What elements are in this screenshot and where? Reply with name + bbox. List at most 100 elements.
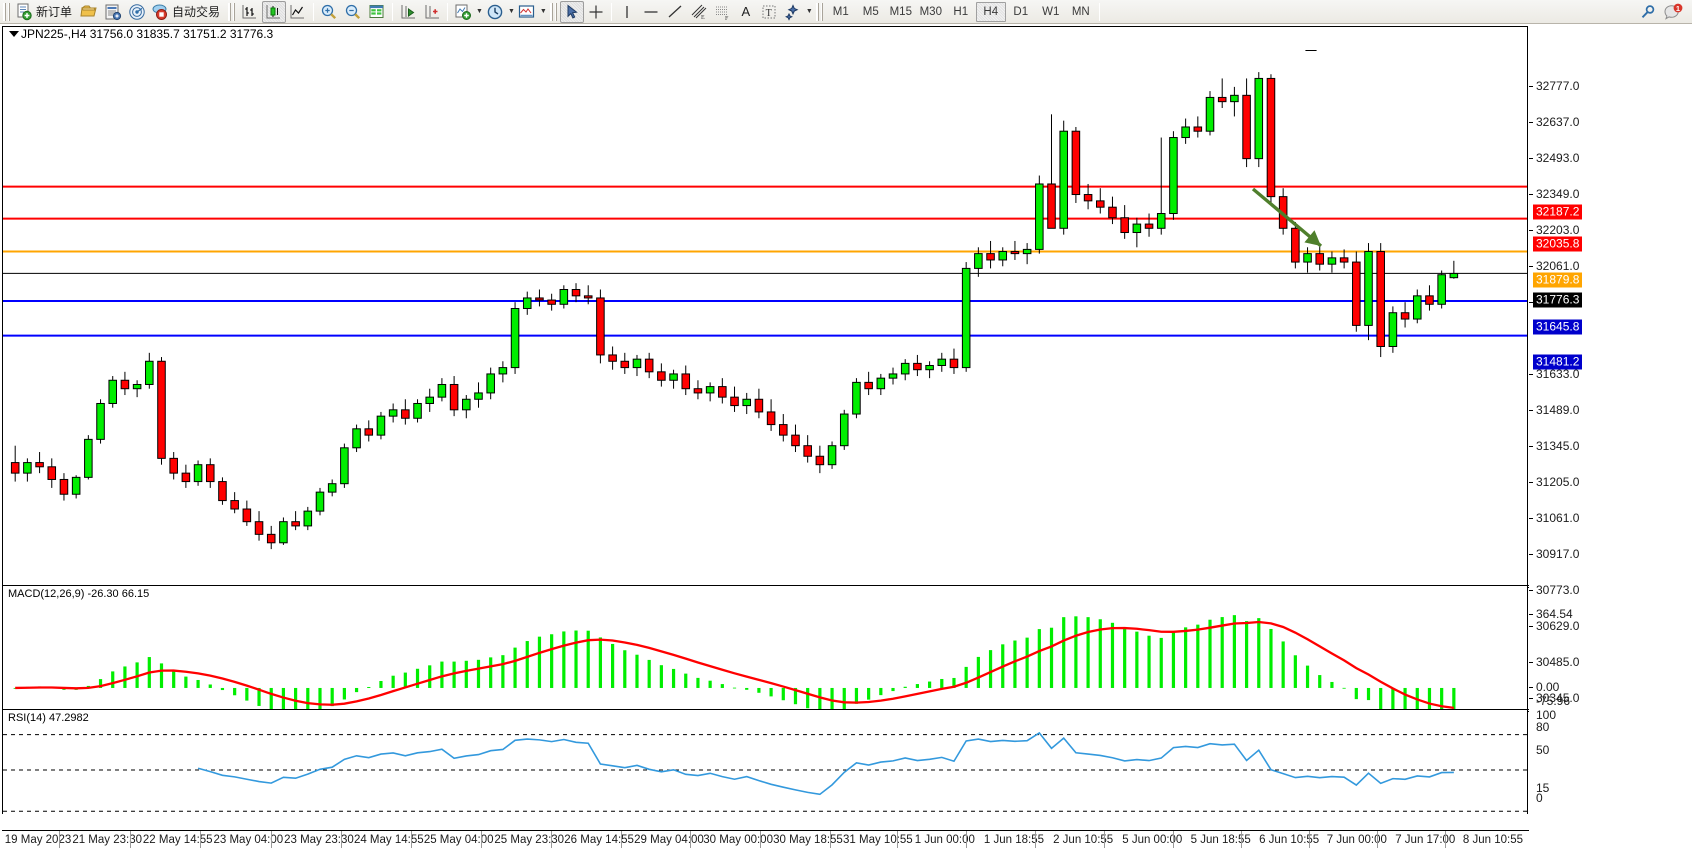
toolbar-grip[interactable]: [3, 2, 10, 21]
equidistant-channel-button[interactable]: E: [687, 1, 711, 23]
price-tick: [1529, 554, 1533, 555]
price-tick: [1529, 86, 1533, 87]
level-32035-price-tag[interactable]: 32035.8: [1533, 236, 1583, 252]
time-scale[interactable]: 19 May 2023 21 May 23:30 22 May 14:55 23 Ma…: [2, 830, 1529, 850]
time-label: 22 May 14:55: [142, 834, 213, 846]
rsi-label: RSI(14) 47.2982: [8, 712, 89, 724]
objects-dropdown-caret[interactable]: ▼: [805, 8, 813, 15]
zoom-in-icon: [321, 4, 337, 19]
horizontal-line-icon: [644, 10, 658, 13]
fibonacci-button[interactable]: F: [711, 1, 735, 23]
text-button[interactable]: A: [735, 1, 757, 23]
zoom-in-button[interactable]: [317, 1, 341, 23]
notification-button[interactable]: 1: [1660, 1, 1686, 23]
main-toolbar: 新订单 自动交易: [0, 0, 1692, 24]
line-chart-button[interactable]: [286, 1, 310, 23]
candlestick-chart-button[interactable]: [262, 0, 287, 23]
market-watch-button[interactable]: [365, 1, 389, 23]
horizontal-line-button[interactable]: [639, 1, 663, 23]
time-label: 29 May 04:00: [634, 834, 704, 846]
periods-dropdown-caret[interactable]: ▼: [507, 8, 515, 15]
bar-chart-button[interactable]: [238, 1, 262, 23]
time-label: 6 Jun 10:55: [1259, 834, 1320, 846]
toolbar-grip-3[interactable]: [549, 2, 557, 21]
timeframe-m1-button[interactable]: M1: [832, 5, 849, 18]
macd-label: MACD(12,26,9) -26.30 66.15: [8, 588, 150, 600]
price-tick: [1529, 230, 1533, 231]
symbol-dropdown-icon[interactable]: [9, 31, 19, 37]
periods-button[interactable]: [483, 1, 507, 23]
objects-button[interactable]: [781, 1, 805, 23]
timeframe-h1-button[interactable]: H1: [953, 5, 969, 18]
price-label: 32777.0: [1536, 79, 1580, 93]
text-label-button[interactable]: T: [757, 1, 781, 23]
vertical-line-button[interactable]: [615, 1, 639, 23]
level-31776-price-tag[interactable]: 31776.3: [1533, 292, 1583, 308]
timeframe-d1-button[interactable]: D1: [1013, 5, 1029, 18]
macd-scale-tick: [1529, 687, 1533, 688]
price-tick: [1529, 374, 1533, 375]
templates-dropdown-caret[interactable]: ▼: [539, 8, 547, 15]
timeframe-m15-button[interactable]: M15: [889, 5, 912, 18]
macd-pane[interactable]: MACD(12,26,9) -26.30 66.15: [3, 587, 1527, 709]
macd-scale-label: 364.54: [1536, 607, 1573, 621]
price-pane[interactable]: [3, 51, 1527, 585]
chart-shift-button[interactable]: [420, 1, 444, 23]
time-label: 24 May 14:55: [353, 834, 424, 846]
templates-icon: [518, 4, 535, 18]
cursor-button[interactable]: [559, 0, 584, 23]
pane-separator-2: [2, 709, 1529, 710]
level-31879-price-tag[interactable]: 31879.8: [1533, 272, 1583, 288]
price-label: 32061.0: [1536, 259, 1580, 273]
search-button[interactable]: [1636, 1, 1660, 23]
toolbar-separator-4: [610, 2, 612, 21]
timeframe-mn-button[interactable]: MN: [1071, 5, 1090, 18]
rsi-pane[interactable]: RSI(14) 47.2982: [3, 711, 1527, 829]
new-order-label: 新订单: [36, 5, 73, 19]
chart-header: JPN225-,H4 31756.0 31835.7 31751.2 31776…: [3, 27, 1528, 43]
toolbar-grip-4[interactable]: [815, 2, 823, 21]
fibonacci-icon: F: [715, 6, 729, 21]
price-label: 32349.0: [1536, 187, 1580, 201]
price-label: 32493.0: [1536, 151, 1580, 165]
level-31481-price-tag[interactable]: 31481.2: [1533, 354, 1583, 370]
templates-button[interactable]: [515, 1, 539, 23]
rsi-scale-label: 80: [1536, 720, 1550, 734]
text-label-icon: T: [762, 5, 776, 19]
level-31645-price-tag[interactable]: 31645.8: [1533, 319, 1583, 335]
timeframe-m30-button[interactable]: M30: [919, 5, 942, 18]
toolbar-grip-2[interactable]: [228, 2, 236, 21]
auto-scroll-button[interactable]: [396, 1, 420, 23]
indicators-dropdown-caret[interactable]: ▼: [476, 8, 483, 15]
trendline-button[interactable]: [663, 1, 687, 23]
timeframe-m5-button[interactable]: M5: [862, 5, 879, 18]
data-window-button[interactable]: [77, 1, 101, 23]
trendline-icon: [668, 5, 682, 17]
indicators-button[interactable]: [451, 1, 475, 23]
terminal-button[interactable]: [125, 1, 149, 23]
level-32187-price-tag[interactable]: 32187.2: [1533, 204, 1583, 220]
pane-separator-1: [2, 585, 1529, 586]
autotrading-button[interactable]: 自动交易: [149, 1, 225, 23]
price-label: 31205.0: [1536, 475, 1580, 489]
price-label: 30917.0: [1536, 547, 1580, 561]
chart-area[interactable]: JPN225-,H4 31756.0 31835.7 31751.2 31776…: [0, 24, 1692, 848]
time-label: 7 Jun 17:00: [1395, 834, 1456, 846]
price-label: 31633.0: [1536, 367, 1580, 381]
timeframe-w1-button[interactable]: W1: [1042, 5, 1060, 18]
navigator-button[interactable]: [101, 1, 125, 23]
crosshair-button[interactable]: [584, 1, 608, 23]
bar-chart-icon: [242, 4, 257, 18]
toolbar-separator-3: [447, 2, 449, 21]
notification-icon: 1: [1664, 3, 1683, 20]
price-tick: [1529, 626, 1533, 627]
autotrading-icon: [152, 4, 168, 20]
new-order-button[interactable]: 新订单: [13, 1, 77, 23]
price-scale[interactable]: 32777.0 32637.0 32493.0 32349.0 32203.0 32061…: [1529, 50, 1689, 830]
clock-icon: [487, 4, 503, 19]
timeframe-h4-button[interactable]: H4: [975, 1, 1006, 22]
channel-icon: E: [691, 4, 707, 21]
time-label: 23 May 04:00: [213, 834, 284, 846]
rsi-scale-label: 0: [1536, 791, 1543, 805]
zoom-out-button[interactable]: [341, 1, 365, 23]
